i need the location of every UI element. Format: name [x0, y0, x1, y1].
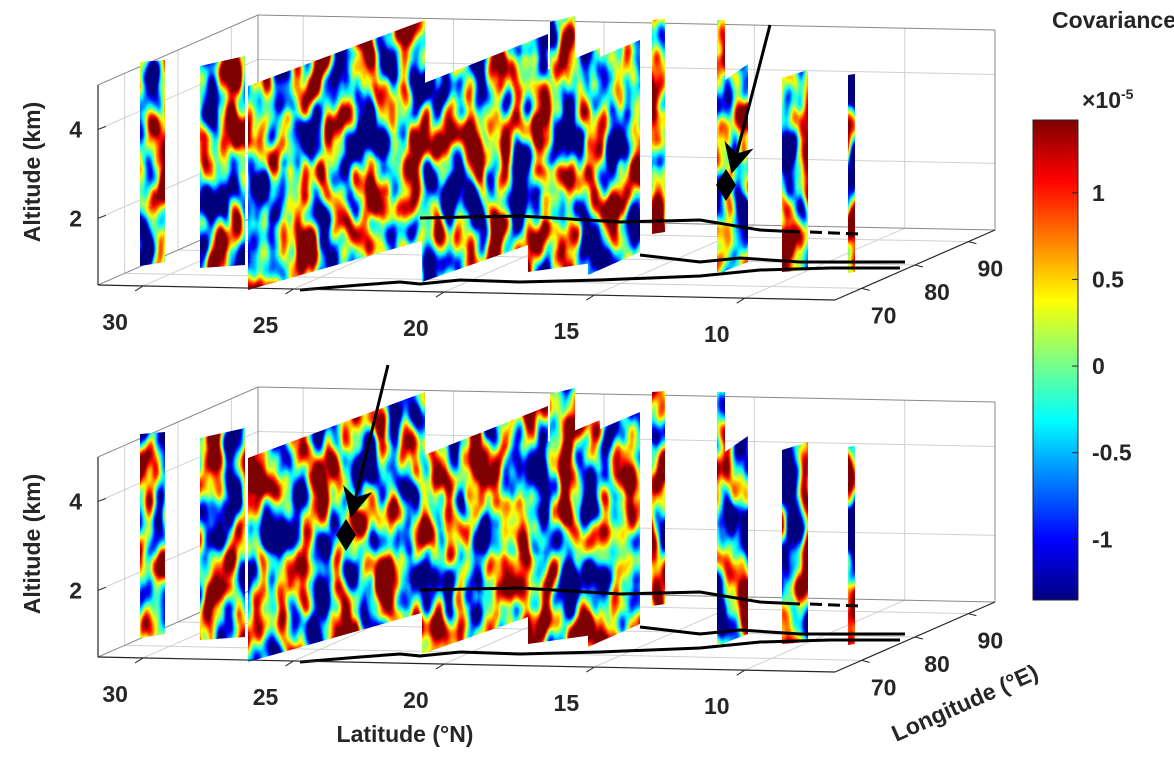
covariance-slice [528, 48, 600, 272]
marker-diamond [336, 519, 356, 551]
colorbar-tick-label: -1 [1092, 526, 1113, 552]
coastline [419, 214, 801, 234]
tick-mark [968, 613, 977, 617]
covariance-slice [722, 436, 748, 644]
tick-mark [914, 264, 924, 268]
colorbar-title: Covariance [1052, 7, 1174, 33]
z-tick-label: 80 [924, 651, 950, 677]
colorbar-tick-label: 0 [1092, 353, 1105, 379]
covariance-slice [848, 74, 855, 273]
x-tick-label: 25 [253, 312, 279, 338]
tick-mark [285, 660, 294, 667]
tick-mark [285, 288, 294, 295]
tick-mark [97, 125, 107, 130]
colorbar-tick-label: -0.5 [1092, 440, 1132, 466]
x-tick-label: 10 [704, 693, 730, 719]
covariance-slice [652, 19, 665, 234]
covariance-slice [782, 70, 808, 272]
x-tick-label: 30 [102, 681, 128, 707]
x-tick-label: 10 [704, 321, 730, 347]
covariance-slice [848, 446, 855, 645]
axis-line [97, 284, 836, 301]
z-tick-label: 80 [924, 279, 950, 305]
covariance-slice [140, 432, 165, 638]
covariance-slice [200, 56, 245, 268]
coastline [299, 638, 900, 664]
y-tick-label: 4 [69, 488, 82, 514]
coastline [639, 625, 905, 636]
tick-mark [914, 636, 924, 640]
colorbar-scale: ×10-5 [1082, 86, 1134, 113]
tick-mark [97, 586, 107, 591]
covariance-slice [722, 64, 748, 272]
z-tick-label: 90 [978, 628, 1004, 654]
z-tick-label: 70 [871, 302, 897, 328]
y-tick-label: 4 [69, 116, 82, 142]
z-tick-label: 90 [978, 256, 1004, 282]
arrow [343, 364, 390, 518]
arrow [724, 24, 772, 174]
covariance-slice [248, 392, 425, 662]
covariance-slice [782, 442, 808, 644]
coastline-dashed [809, 230, 861, 236]
covariance-slice [588, 40, 640, 275]
x-axis-label: Latitude (°N) [337, 721, 474, 747]
covariance-slice [652, 391, 665, 606]
scale-base: ×10 [1082, 87, 1121, 113]
tick-mark [134, 285, 144, 292]
x-tick-label: 20 [403, 687, 429, 713]
covariance-slice [140, 60, 165, 266]
tick-mark [861, 659, 870, 663]
tick-mark [736, 669, 746, 676]
coastline [299, 266, 900, 292]
box-edge [257, 14, 996, 31]
tick-mark [736, 297, 746, 304]
y-axis-label: Altitude (km) [19, 474, 45, 615]
colorbar-tick-label: 0.5 [1092, 266, 1124, 292]
tick-mark [97, 497, 107, 502]
box-edge [97, 14, 259, 86]
x-tick-label: 25 [253, 684, 279, 710]
tick-mark [134, 657, 144, 664]
box-edge [97, 386, 259, 458]
marker-diamond [716, 169, 736, 201]
covariance-slice [422, 406, 548, 654]
covariance-slice [588, 412, 640, 647]
tick-mark [97, 214, 107, 219]
x-tick-label: 20 [403, 315, 429, 341]
x-tick-label: 15 [554, 690, 580, 716]
colorbar [1032, 119, 1079, 601]
covariance-slice [200, 428, 245, 640]
tick-mark [586, 294, 595, 301]
covariance-slice [422, 34, 548, 282]
coastline [639, 253, 905, 264]
axis-line [97, 656, 836, 673]
x-tick-label: 30 [102, 309, 128, 335]
colorbar-tick-label: 1 [1092, 180, 1105, 206]
covariance-slice [528, 420, 600, 644]
tick-mark [586, 666, 595, 673]
coastline-dashed [809, 602, 861, 608]
scale-exponent: -5 [1121, 86, 1134, 102]
tick-mark [968, 241, 977, 245]
tick-mark [861, 287, 870, 291]
covariance-slice [248, 20, 425, 290]
y-tick-label: 2 [69, 577, 82, 603]
y-tick-label: 2 [69, 205, 82, 231]
z-tick-label: 70 [871, 674, 897, 700]
z-axis-label: Longitude (°E) [888, 659, 1042, 747]
tick-mark [435, 291, 445, 298]
x-tick-label: 15 [554, 318, 580, 344]
box-edge [257, 386, 996, 403]
tick-mark [435, 663, 445, 670]
y-axis-label: Altitude (km) [19, 102, 45, 243]
coastline [419, 586, 801, 606]
